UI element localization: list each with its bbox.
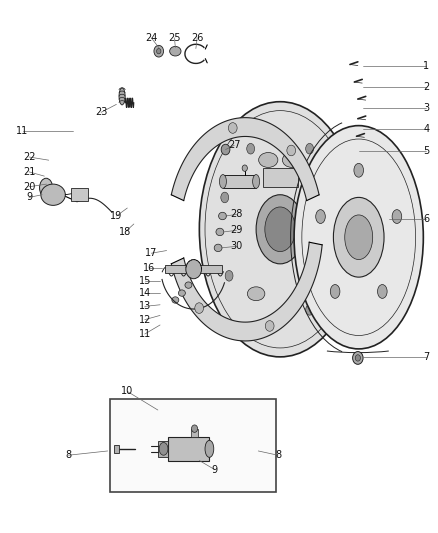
Text: 27: 27 [228,140,240,150]
Text: 12: 12 [138,314,151,325]
Bar [191,429,198,437]
Text: 13: 13 [139,301,151,311]
Ellipse shape [186,260,201,279]
Ellipse shape [295,287,313,301]
Ellipse shape [306,304,314,315]
Ellipse shape [355,355,360,361]
Bar [168,437,209,461]
Ellipse shape [333,197,384,277]
Text: 7: 7 [423,352,430,362]
Text: 18: 18 [119,227,131,237]
Ellipse shape [228,123,237,133]
Text: 8: 8 [275,450,281,460]
Ellipse shape [219,212,226,220]
Ellipse shape [225,270,233,281]
Ellipse shape [265,321,274,332]
Polygon shape [171,118,319,200]
Ellipse shape [287,145,296,156]
Text: 9: 9 [26,192,32,203]
Bar [114,445,120,453]
Text: 9: 9 [212,465,218,474]
Text: 15: 15 [138,276,151,286]
Ellipse shape [156,49,161,54]
Ellipse shape [353,352,363,365]
Text: 4: 4 [424,124,429,134]
Ellipse shape [294,126,424,349]
Text: 21: 21 [23,167,35,177]
Bar [263,168,297,187]
Text: 5: 5 [423,146,430,156]
Bar [223,174,256,188]
Ellipse shape [345,215,373,260]
Ellipse shape [170,46,181,56]
Ellipse shape [199,102,361,357]
Ellipse shape [221,192,229,203]
Ellipse shape [39,178,53,197]
Ellipse shape [154,45,163,57]
Ellipse shape [195,303,204,313]
Ellipse shape [265,207,295,252]
Ellipse shape [259,152,278,167]
Text: 19: 19 [110,211,123,221]
Ellipse shape [330,285,340,298]
Ellipse shape [216,228,224,236]
Ellipse shape [316,209,325,223]
Ellipse shape [172,297,179,303]
Bar [158,441,168,457]
Ellipse shape [332,256,339,266]
Ellipse shape [306,143,314,154]
Text: 29: 29 [230,225,243,236]
Ellipse shape [119,88,125,105]
Text: 3: 3 [424,103,429,113]
Ellipse shape [159,442,168,455]
Ellipse shape [266,316,274,326]
Text: 20: 20 [23,182,35,192]
Text: 25: 25 [168,33,181,43]
Text: 22: 22 [23,152,35,162]
Text: 10: 10 [121,386,134,397]
Text: 8: 8 [65,450,71,460]
Text: 24: 24 [145,33,158,43]
Ellipse shape [185,282,192,288]
Text: 11: 11 [16,126,28,136]
Ellipse shape [378,285,387,298]
Ellipse shape [41,184,65,205]
Ellipse shape [253,174,260,188]
Bar [165,265,222,273]
Ellipse shape [332,192,339,203]
Bar [71,188,88,201]
Ellipse shape [256,195,304,264]
Text: 30: 30 [230,241,243,251]
Ellipse shape [242,165,247,171]
Text: 6: 6 [424,214,429,224]
Text: 23: 23 [95,107,107,117]
Ellipse shape [283,152,302,167]
Ellipse shape [392,209,402,223]
Ellipse shape [219,174,226,188]
Text: 16: 16 [143,263,155,272]
Ellipse shape [205,440,214,457]
Bar [110,399,276,492]
Ellipse shape [221,144,230,155]
Text: 28: 28 [230,209,243,220]
Text: 11: 11 [139,329,151,339]
Ellipse shape [178,290,185,296]
Ellipse shape [191,425,198,432]
Polygon shape [171,242,322,341]
Ellipse shape [354,164,364,177]
Text: 14: 14 [139,288,151,298]
Ellipse shape [214,244,222,252]
Ellipse shape [247,143,254,154]
Ellipse shape [247,287,265,301]
Text: 1: 1 [424,61,429,70]
Text: 26: 26 [191,33,203,43]
Text: 17: 17 [145,248,158,258]
Text: 2: 2 [423,82,430,92]
